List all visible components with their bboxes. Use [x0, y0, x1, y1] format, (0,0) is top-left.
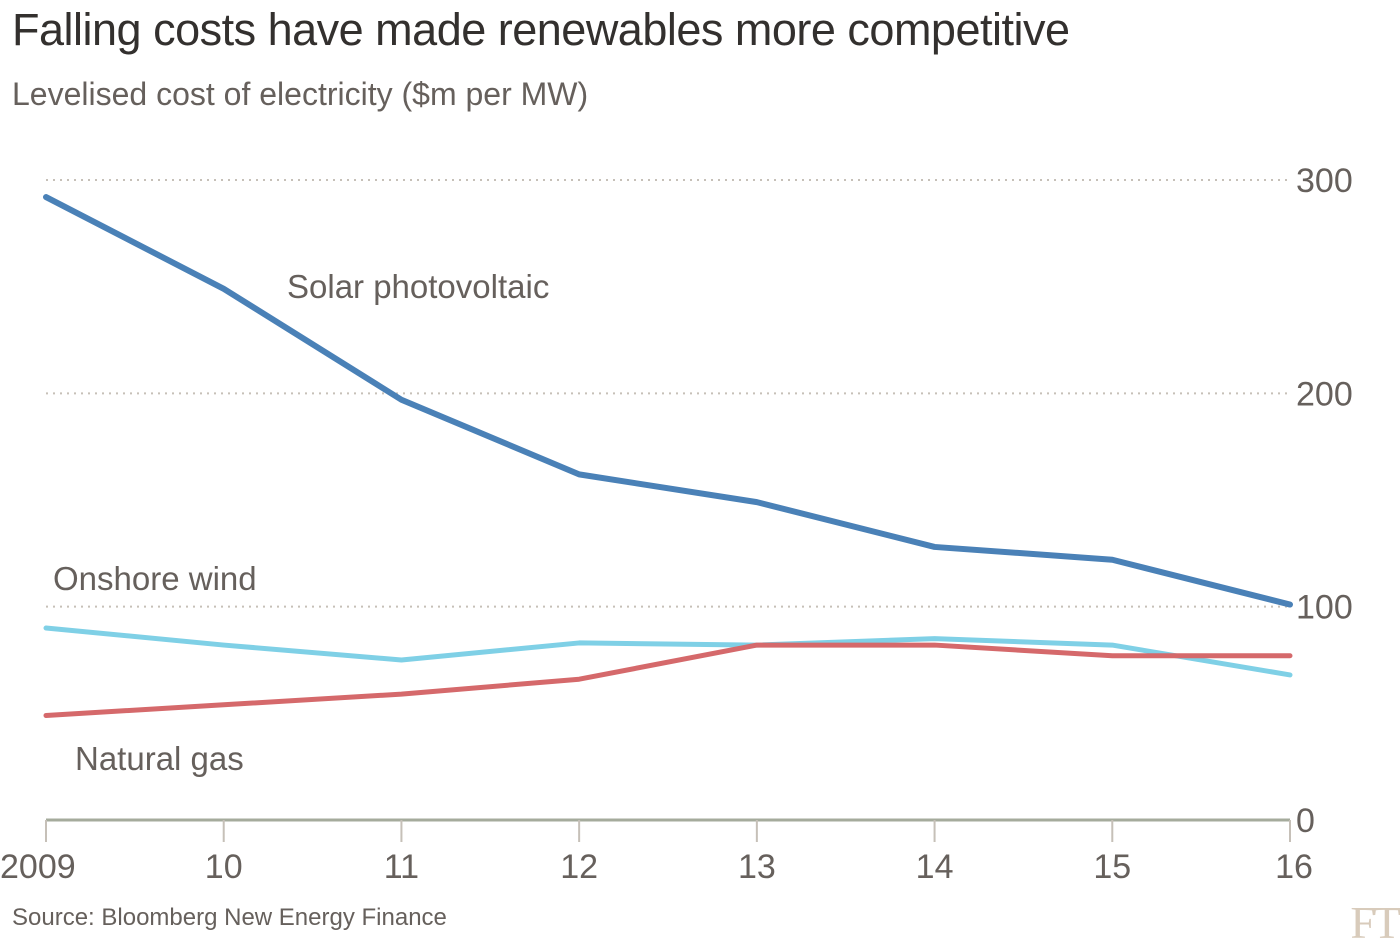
x-tick-label-16: 16	[1275, 848, 1313, 886]
x-axis: 2009 10 11 12 13 14 15 16	[0, 818, 1313, 886]
x-tick-label-14: 14	[916, 848, 954, 886]
y-axis: 0 100 200 300	[1296, 162, 1353, 840]
x-tick-label-15: 15	[1093, 848, 1131, 886]
series-line-onshore-wind	[43, 625, 1293, 678]
y-tick-label-200: 200	[1296, 375, 1353, 413]
series-line-solar-photovoltaic	[43, 194, 1293, 608]
series-label-gas: Natural gas	[75, 740, 244, 777]
x-tick-label-11: 11	[384, 848, 419, 886]
y-tick-label-100: 100	[1296, 589, 1353, 627]
x-tick-label-2009: 2009	[0, 848, 76, 886]
x-tick-label-12: 12	[560, 848, 598, 886]
x-tick-label-10: 10	[205, 848, 243, 886]
series-line-natural-gas	[43, 642, 1293, 718]
series-lines	[43, 194, 1293, 718]
ft-logo: FT	[1350, 897, 1400, 948]
series-labels: Solar photovoltaic Onshore wind Natural …	[53, 268, 549, 777]
series-label-wind: Onshore wind	[53, 560, 257, 597]
gridlines	[46, 179, 1290, 608]
series-label-solar: Solar photovoltaic	[287, 268, 549, 305]
y-tick-label-300: 300	[1296, 162, 1353, 200]
x-tick-label-13: 13	[738, 848, 776, 886]
y-tick-label-0: 0	[1296, 802, 1315, 840]
source-note: Source: Bloomberg New Energy Finance	[12, 904, 447, 931]
chart-subtitle: Levelised cost of electricity ($m per MW…	[12, 76, 589, 112]
chart-title: Falling costs have made renewables more …	[12, 4, 1070, 55]
